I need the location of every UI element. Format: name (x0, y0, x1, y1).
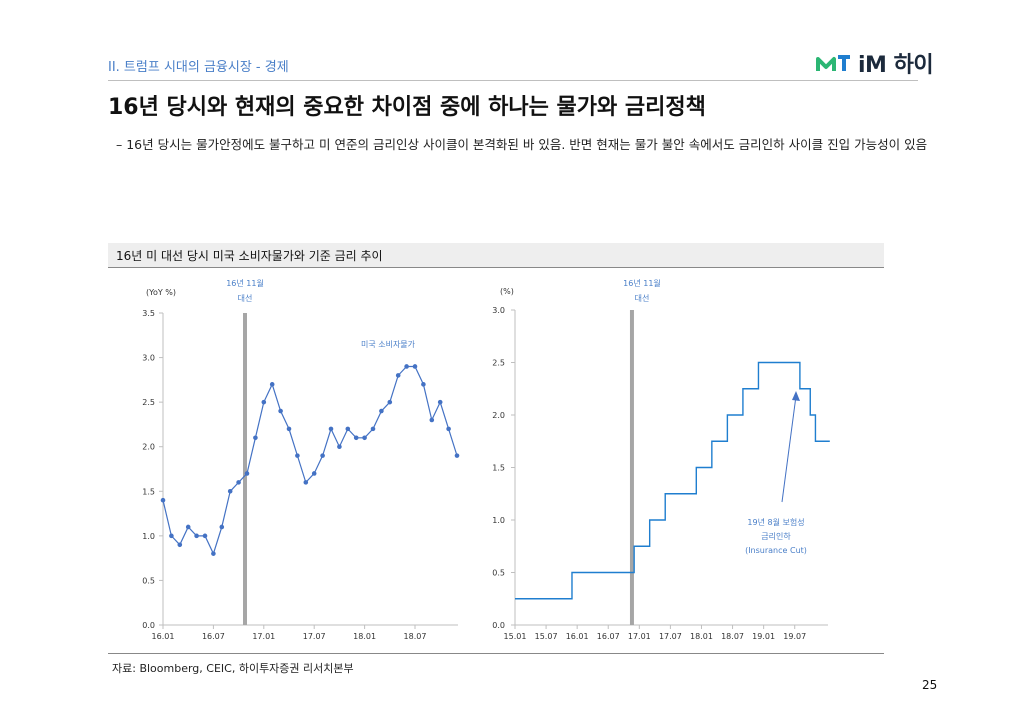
cpi-point (429, 417, 435, 423)
rate-chart: (%) 0.0 0.5 1.0 1.5 2.0 2.5 3.0 15.01 15.07 16.0… (492, 278, 830, 641)
insurance-cut-label-line2: 금리인하 (761, 531, 791, 541)
cpi-point (437, 399, 443, 405)
cpi-point (227, 488, 233, 494)
cpi-point (311, 471, 317, 476)
insurance-cut-arrowhead (792, 391, 800, 401)
y-tick-label: 3.5 (142, 309, 155, 318)
cpi-point (278, 408, 283, 414)
x-tick-label: 16.01 (152, 632, 175, 641)
cpi-point (261, 399, 267, 405)
y-tick-label: 0.5 (142, 576, 155, 585)
y-tick-label: 2.5 (142, 398, 155, 407)
cpi-point (219, 524, 225, 530)
cpi-point (353, 435, 359, 441)
y-tick-label: 0.5 (492, 569, 505, 578)
insurance-cut-label-line1: 19년 8월 보험성 (747, 517, 804, 527)
cpi-point (169, 533, 174, 539)
x-tick-label: 18.01 (353, 632, 376, 641)
cpi-chart: (YoY %) 0.0 0.5 1.0 1.5 2.0 2.5 3.0 3.5 16.01 16… (142, 278, 460, 641)
election-label-line2: 대선 (238, 294, 253, 303)
x-tick-label: 15.07 (535, 632, 558, 641)
x-tick-label: 19.01 (752, 632, 775, 641)
x-tick-label: 18.07 (721, 632, 744, 641)
cpi-point (345, 426, 351, 432)
cpi-point (177, 542, 183, 548)
x-tick-label: 16.07 (202, 632, 225, 641)
cpi-point (236, 480, 241, 485)
rate-line (515, 361, 830, 600)
cpi-series-label: 미국 소비자물가 (361, 340, 416, 349)
cpi-point (194, 533, 199, 539)
cpi-point (202, 533, 208, 539)
cpi-point (185, 524, 191, 530)
election-label-line2: 대선 (635, 294, 650, 303)
section-label: II. 트럼프 시대의 금융시장 - 경제 (108, 60, 289, 75)
x-tick-label: 17.07 (659, 632, 682, 641)
cpi-point (328, 426, 334, 432)
y-tick-label: 1.0 (142, 532, 155, 541)
y-tick-label: 2.0 (142, 443, 155, 452)
cpi-point (404, 364, 409, 369)
x-tick-label: 19.07 (783, 632, 806, 641)
page-number: 25 (922, 678, 938, 692)
page-title: 16년 당시와 현재의 중요한 차이점 중에 하나는 물가와 금리정책 (108, 95, 706, 120)
cpi-point (379, 408, 384, 414)
bullet-text: – 16년 당시는 물가안정에도 불구하고 미 연준의 금리인상 사이클이 본격… (116, 137, 928, 152)
y-tick-label: 3.0 (492, 306, 505, 315)
cpi-point (395, 373, 401, 378)
cpi-point (295, 453, 300, 458)
cpi-point (362, 435, 367, 441)
cpi-point (286, 426, 292, 432)
x-tick-label: 18.07 (404, 632, 427, 641)
footer-divider (108, 653, 884, 654)
source-note: 자료: Bloomberg, CEIC, 하이투자증권 리서치본부 (112, 662, 354, 675)
y-tick-label: 0.0 (492, 621, 505, 630)
brand-logo: iM 하이 (816, 47, 934, 79)
x-tick-label: 17.07 (303, 632, 326, 641)
y-tick-label: 0.0 (142, 621, 155, 630)
chart-header-title: 16년 미 대선 당시 미국 소비자물가와 기준 금리 추이 (116, 249, 383, 263)
x-tick-label: 16.07 (597, 632, 620, 641)
y-tick-label: 2.0 (492, 411, 505, 420)
insurance-cut-label-line3: (Insurance Cut) (745, 546, 807, 555)
cpi-point (370, 426, 376, 432)
cpi-point (253, 435, 258, 441)
election-label-line1: 16년 11월 (226, 278, 264, 288)
logo-text: iM 하이 (858, 53, 934, 78)
cpi-point (211, 551, 216, 556)
header-divider (108, 80, 918, 81)
insurance-cut-arrow (781, 395, 797, 503)
y-tick-label: 3.0 (142, 354, 155, 363)
cpi-point (303, 480, 309, 485)
cpi-ylabel: (YoY %) (146, 288, 176, 297)
y-tick-label: 2.5 (492, 359, 505, 368)
cpi-point (337, 444, 342, 450)
cpi-point (160, 497, 166, 503)
election-label-line1: 16년 11월 (623, 278, 661, 288)
cpi-line (162, 365, 458, 556)
y-tick-label: 1.5 (492, 464, 505, 473)
x-tick-label: 17.01 (628, 632, 651, 641)
cpi-point (387, 399, 393, 405)
y-tick-label: 1.0 (492, 516, 505, 525)
rate-ylabel: (%) (500, 287, 514, 296)
x-tick-label: 17.01 (252, 632, 275, 641)
chart-header-bar: 16년 미 대선 당시 미국 소비자물가와 기준 금리 추이 (108, 243, 884, 268)
x-tick-label: 16.01 (566, 632, 589, 641)
logo-mark-icon (816, 55, 850, 71)
y-tick-label: 1.5 (142, 487, 155, 496)
cpi-point (412, 364, 418, 369)
cpi-point (269, 382, 275, 387)
cpi-point (244, 471, 250, 476)
cpi-point (454, 453, 460, 458)
x-tick-label: 15.01 (504, 632, 527, 641)
cpi-point (320, 453, 325, 458)
cpi-point (446, 426, 451, 432)
cpi-point (421, 382, 426, 387)
x-tick-label: 18.01 (690, 632, 713, 641)
